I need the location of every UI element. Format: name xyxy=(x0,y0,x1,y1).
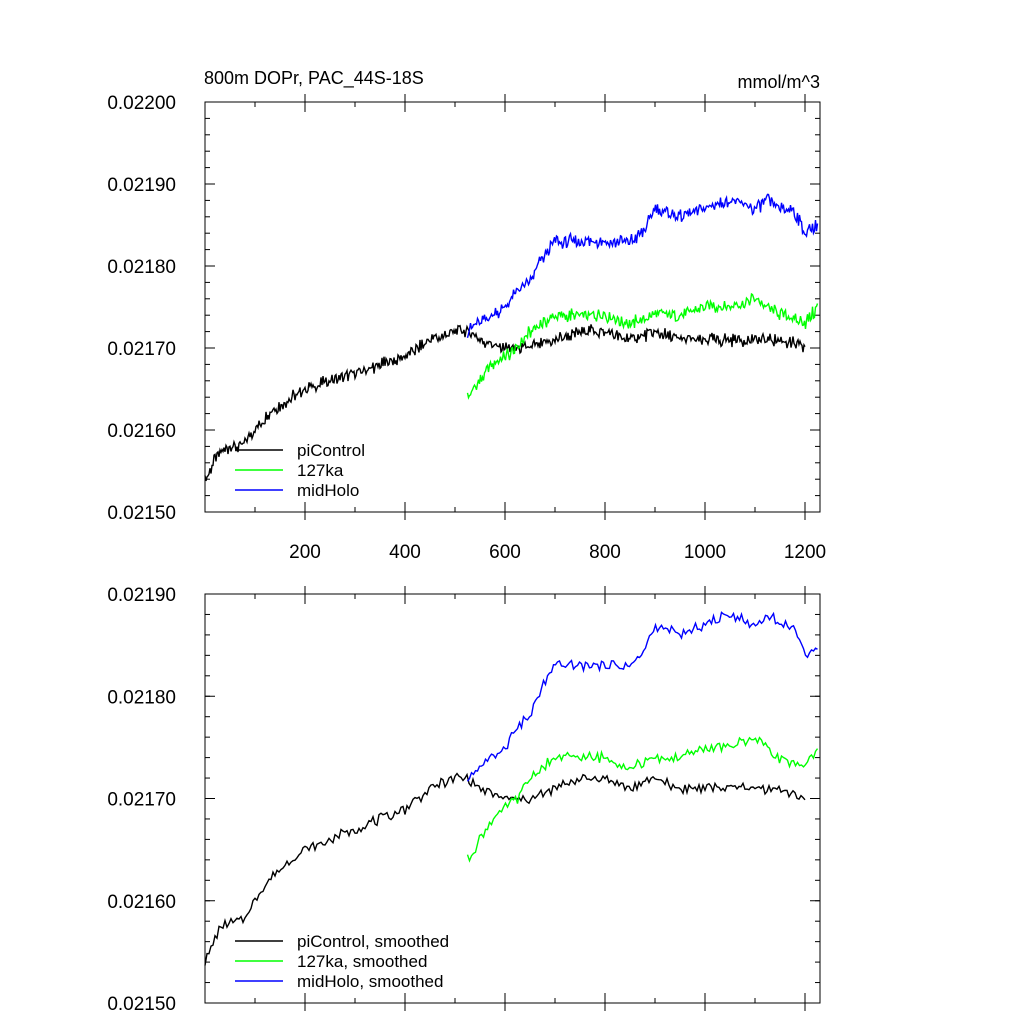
series-line xyxy=(204,772,806,966)
y-tick-label: 0.02180 xyxy=(107,687,176,708)
x-tick-label: 600 xyxy=(489,542,521,563)
y-tick-label: 0.02180 xyxy=(107,257,176,278)
y-tick-label: 0.02200 xyxy=(107,93,176,114)
legend-label: 127ka, smoothed xyxy=(297,952,427,971)
x-tick-label: 400 xyxy=(389,542,421,563)
legend-label: piControl, smoothed xyxy=(297,932,449,951)
legend-label: midHolo, smoothed xyxy=(297,972,443,991)
x-tick-label: 1000 xyxy=(684,542,726,563)
y-tick-label: 0.02190 xyxy=(107,585,176,606)
series-line xyxy=(466,193,819,338)
panel-bottom: 0.02150 0.02160 0.02170 0.02180 0.02190 piCon… xyxy=(107,585,821,1015)
legend-label: midHolo xyxy=(297,481,359,500)
y-tick-label: 0.02150 xyxy=(107,503,176,524)
series-line xyxy=(466,736,819,863)
y-tick-label: 0.02190 xyxy=(107,175,176,196)
y-tick-label: 0.02160 xyxy=(107,421,176,442)
units-label: mmol/m^3 xyxy=(738,72,820,92)
y-tick-label: 0.02150 xyxy=(107,994,176,1015)
x-tick-label: 800 xyxy=(589,542,621,563)
series-line xyxy=(204,324,806,482)
legend-label: 127ka xyxy=(297,461,344,480)
plot-frame xyxy=(204,101,821,513)
x-tick-label: 1200 xyxy=(784,542,826,563)
panel-top: 800m DOPr, PAC_44S-18S mmol/m^3 0.02150 0… xyxy=(107,68,826,563)
series-line xyxy=(466,292,819,400)
legend-label: piControl xyxy=(297,441,365,460)
chart-title: 800m DOPr, PAC_44S-18S xyxy=(204,68,424,89)
x-tick-label: 200 xyxy=(289,542,321,563)
y-tick-label: 0.02170 xyxy=(107,339,176,360)
series-line xyxy=(466,611,818,782)
y-tick-label: 0.02160 xyxy=(107,892,176,913)
y-tick-label: 0.02170 xyxy=(107,790,176,811)
